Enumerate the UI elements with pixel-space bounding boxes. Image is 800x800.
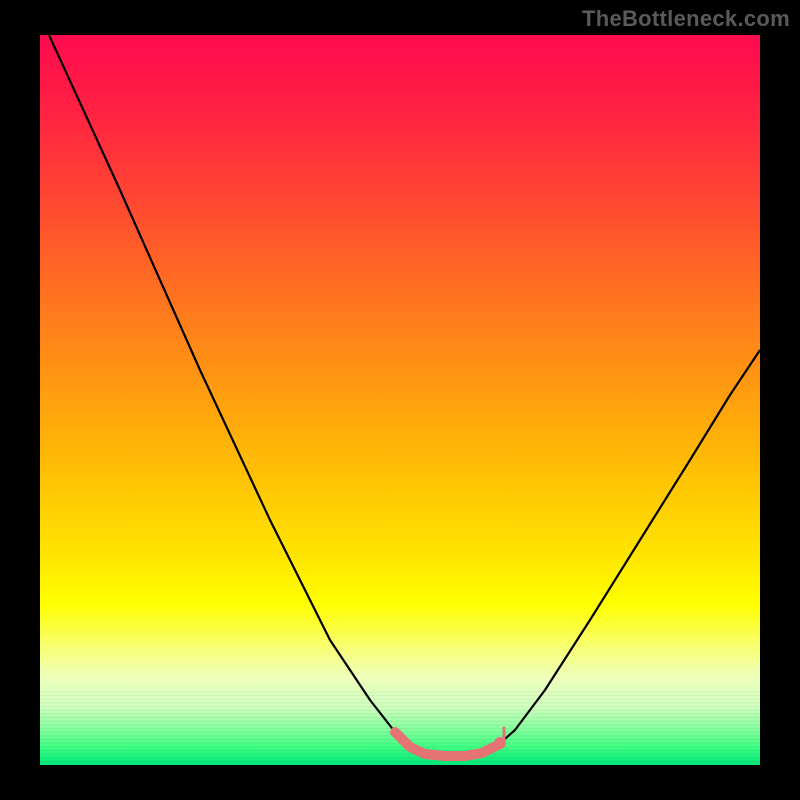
chart-container: TheBottleneck.com: [0, 0, 800, 800]
watermark-text: TheBottleneck.com: [582, 6, 790, 32]
chart-svg: [0, 0, 800, 800]
highlight-end-dot: [494, 737, 506, 749]
plot-background: [40, 35, 760, 765]
